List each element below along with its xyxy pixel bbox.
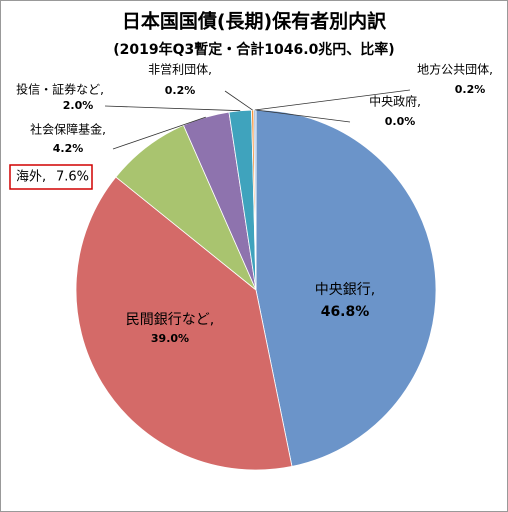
leader-line [104, 105, 241, 112]
slice-value: 46.8% [321, 304, 370, 320]
leader-line [255, 109, 351, 123]
slice-name: 社会保障基金, [30, 122, 106, 137]
slice-value: 0.2% [455, 83, 486, 96]
slice-name: 民間銀行など, [126, 312, 214, 328]
pie-slice [75, 176, 293, 471]
slice-name: 投信・証券など, [16, 82, 104, 97]
chart-title: 日本国国債(長期)保有者別内訳 [122, 10, 387, 33]
leader-line [224, 90, 253, 111]
slice-name: 海外, [16, 170, 46, 185]
highlight-box [9, 164, 93, 190]
slice-value: 39.0% [151, 332, 189, 345]
chart-subtitle: (2019年Q3暫定・合計1046.0兆円、比率) [113, 41, 394, 58]
leader-line [112, 116, 206, 150]
slice-value: 0.2% [165, 84, 196, 97]
slice-name: 中央銀行, [315, 282, 375, 298]
slice-value: 7.6% [56, 170, 89, 185]
slice-value: 2.0% [63, 99, 94, 112]
slice-value: 4.2% [53, 142, 84, 155]
slice-name: 非営利団体, [148, 63, 212, 77]
slice-name: 中央政府, [369, 94, 421, 109]
slice-value: 0.0% [385, 115, 416, 128]
leader-line [254, 89, 411, 111]
slice-name: 地方公共団体, [417, 62, 493, 77]
pie-slice [255, 109, 437, 467]
